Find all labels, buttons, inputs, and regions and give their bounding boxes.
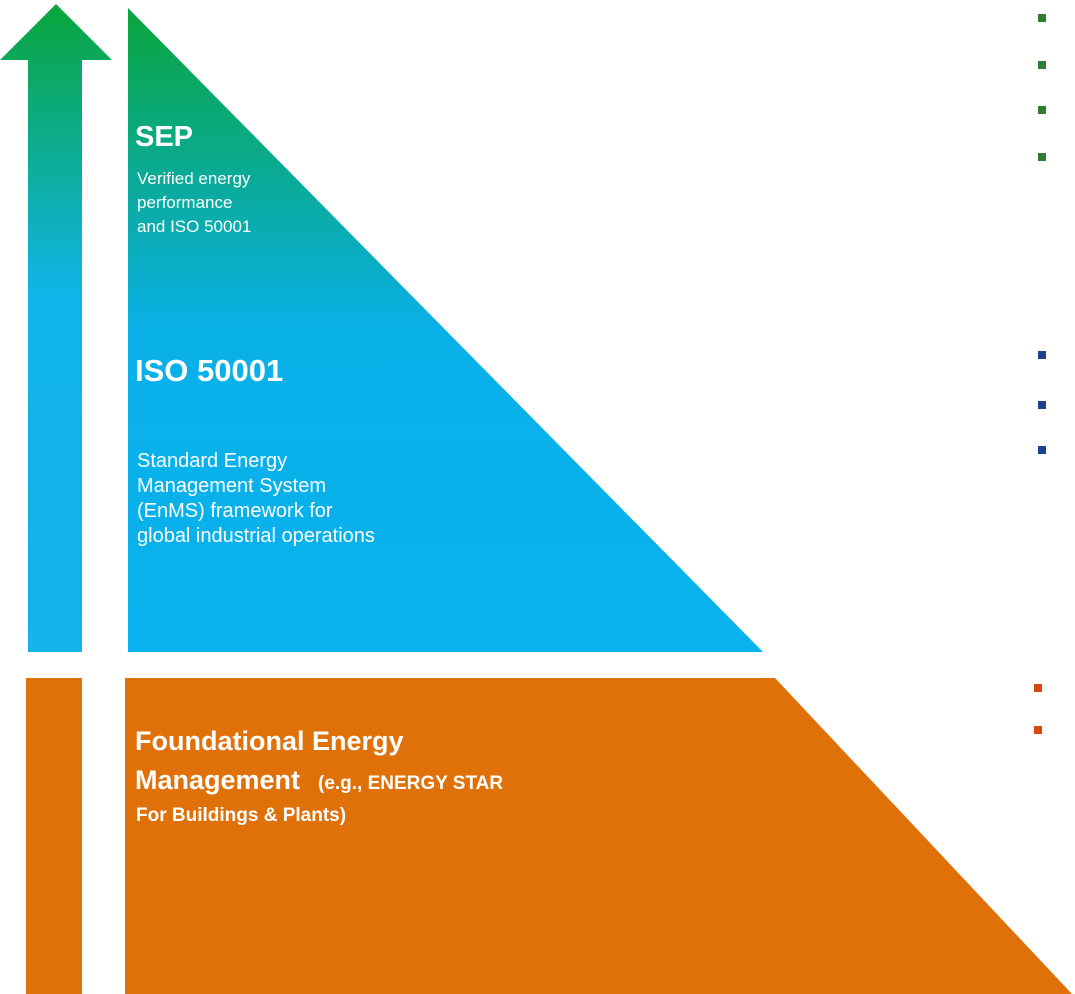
iso-line: global industrial operations [137, 525, 375, 547]
bullet [1034, 684, 1042, 692]
iso-title: ISO 50001 [135, 353, 283, 388]
bullet [1038, 401, 1046, 409]
bullet [1038, 153, 1046, 161]
foundation-title: Foundational Energy [135, 726, 404, 756]
foundation-note: (e.g., ENERGY STAR [318, 773, 503, 794]
bullet [1038, 14, 1046, 22]
foundation-note: For Buildings & Plants) [136, 805, 346, 826]
orange-bar [26, 678, 82, 994]
bullets [1034, 14, 1046, 734]
sep-title: SEP [135, 121, 193, 153]
iso-line: (EnMS) framework for [137, 500, 333, 522]
bullet [1038, 61, 1046, 69]
bullet [1034, 726, 1042, 734]
foundation-title: Management [135, 765, 300, 795]
triangle [128, 8, 763, 652]
bullet [1038, 351, 1046, 359]
bullet [1038, 446, 1046, 454]
foundation-block [125, 678, 1072, 994]
iso-line: Management System [137, 475, 326, 497]
sep-line: and ISO 50001 [137, 217, 251, 236]
iso-line: Standard Energy [137, 450, 287, 472]
bullet [1038, 106, 1046, 114]
up-arrow [0, 4, 112, 652]
sep-line: Verified energy [137, 169, 251, 188]
sep-line: performance [137, 193, 232, 212]
